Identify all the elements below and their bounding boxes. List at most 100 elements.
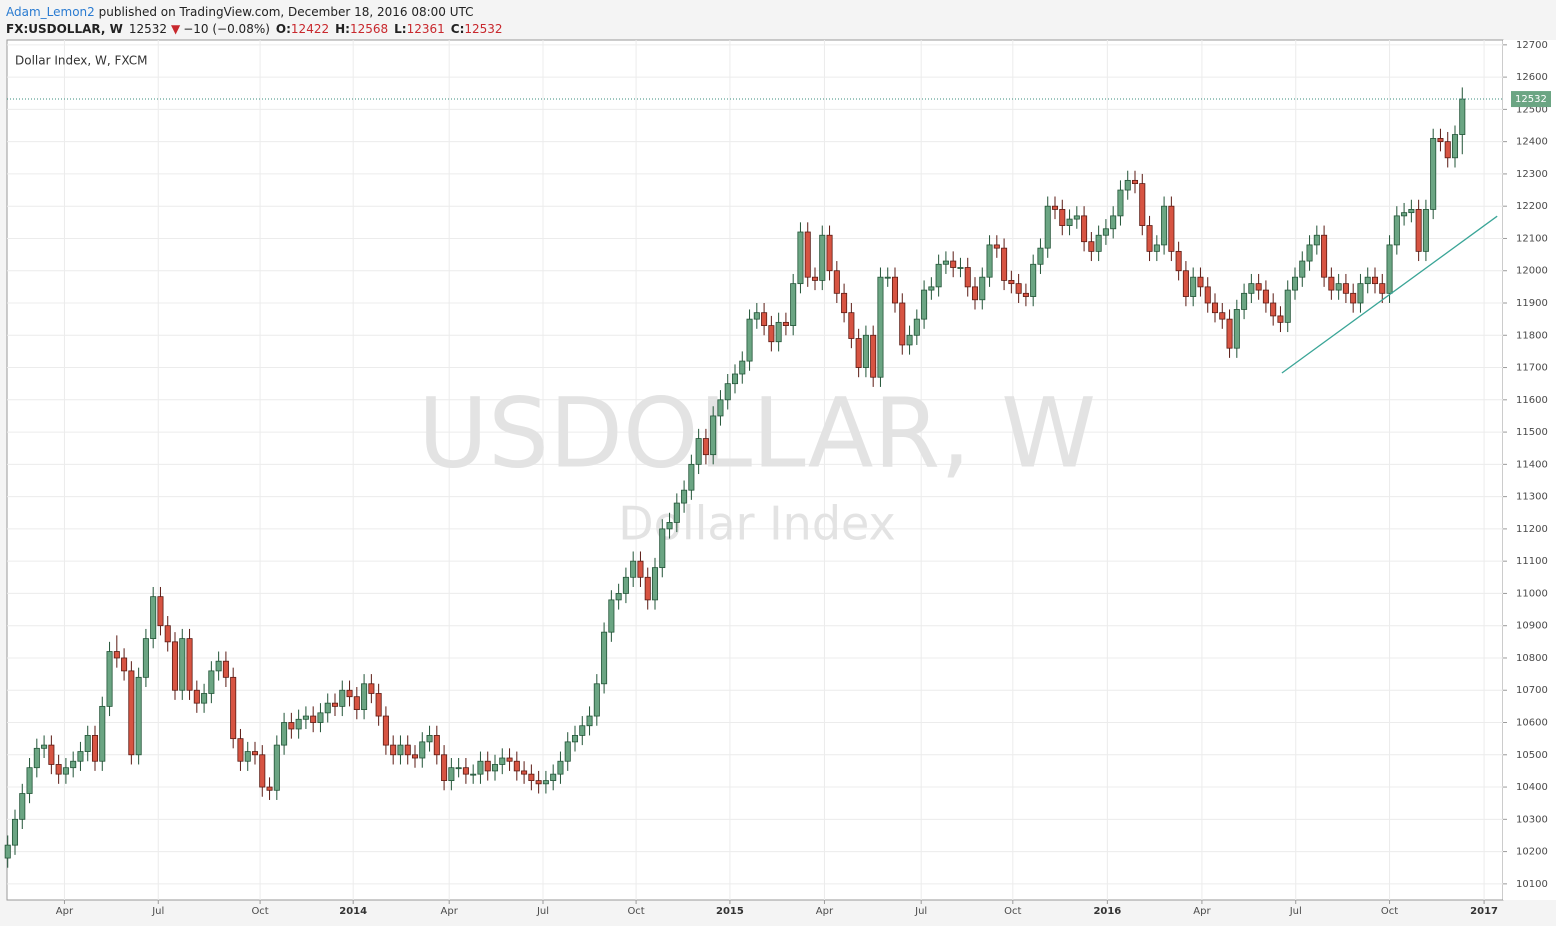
candle-body [695,438,702,465]
candle-body [855,338,862,368]
candle-body [615,593,622,601]
candle-body [1081,215,1088,243]
o-label: O: [276,22,291,36]
symbol: FX:USDOLLAR, W [6,22,123,36]
candle-body [4,844,11,859]
close: 12532 [464,22,502,36]
candle-body [739,360,746,375]
candle-body [1226,318,1233,349]
candle-body [1277,315,1284,323]
x-tick-label: Apr [1193,906,1211,917]
down-arrow: ▼ [171,22,181,36]
author[interactable]: Adam_Lemon2 [6,5,95,19]
candle-body [659,528,666,569]
candle-body [1044,205,1051,249]
candle-body [477,760,484,775]
header-line: Adam_Lemon2 published on TradingView.com… [6,5,474,19]
candle-body [899,302,906,346]
candle-body [710,415,717,456]
candle-body [310,715,317,723]
candle-body [1335,283,1342,291]
candle-body [979,276,986,301]
candle-body [666,522,673,530]
candle-body [1161,205,1168,246]
candle-body [1342,283,1349,294]
candle-body [1066,218,1073,226]
candle-body [222,660,229,678]
candle-body [1386,244,1393,294]
candle-body [797,231,804,285]
candle-body [964,267,971,288]
candle-body [1131,179,1139,185]
candle-body [782,321,789,326]
candle-body [775,321,782,343]
y-tick-label: 11600 [1516,395,1548,406]
candle-body [91,735,99,762]
candle-body [1437,138,1444,143]
candle-body [33,747,40,769]
change: −10 (−0.08%) [183,22,270,36]
candle-body [891,276,899,304]
candle-body [1306,244,1313,262]
y-tick-label: 12400 [1516,137,1548,148]
candle-body [986,244,993,278]
candle-body [41,744,48,749]
candle-body [1102,228,1109,236]
x-tick-label: 2015 [716,906,744,917]
candle-body [1270,302,1277,317]
candle-body [1379,283,1386,294]
candle-body [1059,209,1066,226]
candle-body [557,760,564,775]
y-tick-label: 12300 [1516,169,1548,180]
candle-body [1073,215,1080,220]
chart-title: Dollar Index, W, FXCM [15,54,148,68]
open: 12422 [291,22,329,36]
candle-body [179,638,186,691]
candle-body [244,751,251,762]
candle-body [528,773,535,782]
candle-body [1241,292,1248,310]
x-tick-label: 2014 [339,906,367,917]
candle-body [346,689,353,698]
candle-body [950,260,957,268]
candle-body [506,757,513,762]
candle-body [324,702,331,714]
candle-body [48,744,55,765]
candle-body [302,715,309,720]
y-tick-label: 10200 [1516,847,1548,858]
x-tick-label: Oct [251,906,268,917]
candle-body [1008,280,1015,285]
candle-body [273,744,280,791]
candle-body [215,660,222,672]
last-price: 12532 [129,22,167,36]
candle-body [1110,215,1117,230]
y-tick-label: 12100 [1516,233,1548,244]
candle-body [237,738,244,762]
candle-body [353,696,360,711]
y-tick-label: 10900 [1516,621,1548,632]
candle-body [121,657,128,672]
candle-body [1124,179,1131,191]
candle-body [390,744,397,756]
candle-body [819,234,826,281]
candle-body [1255,283,1262,291]
y-tick-label: 11000 [1516,588,1548,599]
candle-body [906,334,913,346]
candle-body [186,638,193,691]
y-tick-label: 10600 [1516,718,1548,729]
candle-body [1175,250,1182,272]
candle-body [1328,276,1335,291]
candle-body [1022,292,1029,297]
candle-body [644,576,651,601]
candle-body [339,689,346,707]
candle-body [1313,234,1320,246]
candle-body [368,683,375,694]
candle-body [1095,234,1102,252]
l-label: L: [394,22,406,36]
candle-body [1291,276,1299,291]
candle-body [1248,283,1255,294]
candle-body [1459,98,1466,135]
candle-body [1190,276,1197,297]
last-price-box [1511,91,1551,108]
candle-body [62,767,69,775]
